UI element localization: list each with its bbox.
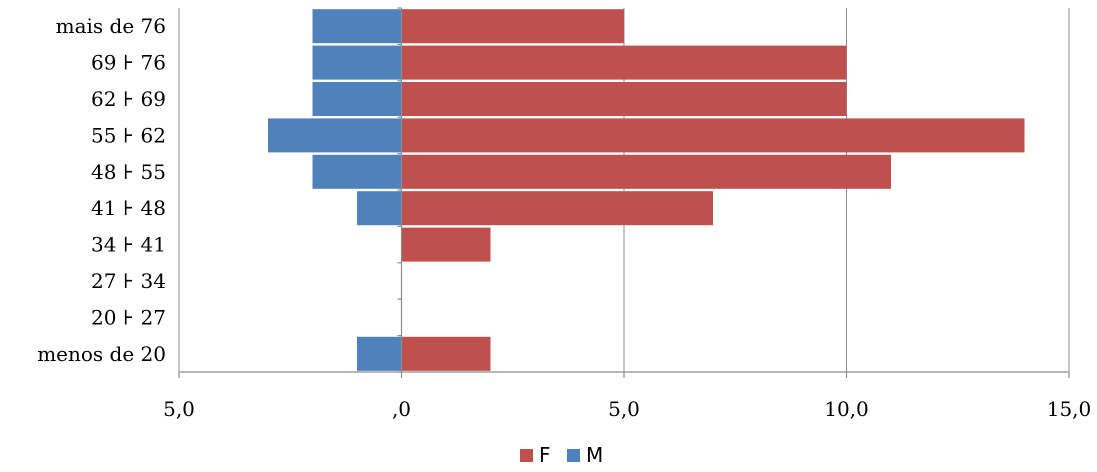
legend-label-f: F	[539, 443, 551, 467]
bar-m-4	[312, 154, 402, 189]
bar-f-6	[401, 227, 491, 262]
bar-f-4	[401, 154, 891, 189]
bar-m-5	[357, 191, 402, 226]
category-labels: mais de 76 69 ⊦ 76 62 ⊦ 69 55 ⊦ 62 48 ⊦ 55 41…	[37, 14, 166, 366]
x-tick-label: 10,0	[824, 397, 869, 421]
bar-f-2	[401, 82, 847, 116]
category-label: 20 ⊦ 27	[91, 305, 166, 329]
category-label: 62 ⊦ 69	[91, 87, 166, 111]
bar-f-1	[401, 45, 847, 80]
bar-m-3	[268, 118, 402, 153]
category-label: 27 ⊦ 34	[91, 269, 166, 293]
bar-m-9	[357, 336, 402, 371]
bar-m-2	[312, 82, 402, 116]
legend-swatch-f	[520, 449, 533, 462]
bar-m-0	[312, 9, 402, 44]
x-tick-label: 5,0	[608, 397, 640, 421]
bar-f-9	[401, 336, 491, 371]
x-tick-labels: 5,0 ,0 5,0 10,0 15,0	[163, 397, 1091, 421]
bar-f-0	[401, 9, 624, 44]
category-label: 41 ⊦ 48	[91, 196, 166, 220]
bar-f-5	[401, 191, 713, 226]
legend-swatch-m	[567, 449, 580, 462]
category-label: 34 ⊦ 41	[91, 233, 166, 257]
bar-m-1	[312, 45, 402, 80]
category-label: 69 ⊦ 76	[91, 51, 166, 75]
category-label: 48 ⊦ 55	[91, 160, 166, 184]
x-tick-label: 15,0	[1047, 397, 1092, 421]
axes	[178, 7, 1070, 378]
x-tick-label: 5,0	[163, 397, 195, 421]
category-label: mais de 76	[56, 14, 166, 38]
bars	[268, 9, 1025, 371]
bar-f-3	[401, 118, 1025, 153]
category-label: 55 ⊦ 62	[91, 123, 166, 147]
category-label: menos de 20	[37, 342, 166, 366]
legend-label-m: M	[586, 443, 603, 467]
x-tick-label: ,0	[392, 397, 411, 421]
